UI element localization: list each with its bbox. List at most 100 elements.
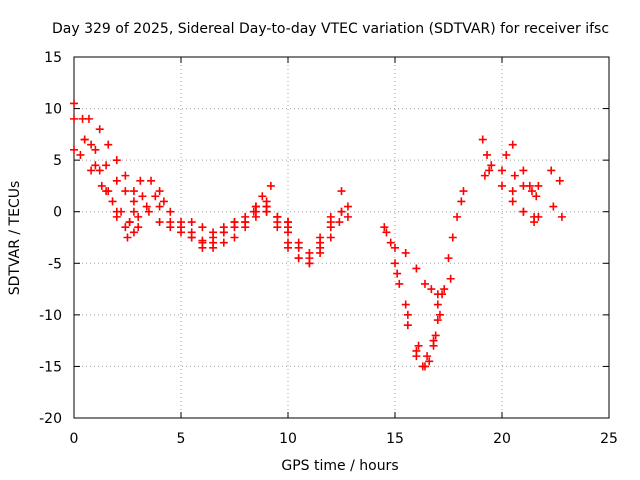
data-point xyxy=(335,218,344,227)
data-point xyxy=(433,290,442,299)
data-point xyxy=(155,187,164,196)
data-point xyxy=(557,212,566,221)
data-point xyxy=(102,187,111,196)
data-point xyxy=(294,238,303,247)
data-point xyxy=(95,166,104,175)
data-point xyxy=(129,187,138,196)
data-track-13 xyxy=(284,212,352,263)
data-point xyxy=(326,233,335,242)
data-point xyxy=(112,156,121,165)
y-tick-label: -15 xyxy=(39,359,62,375)
data-point xyxy=(91,161,100,170)
data-track-2 xyxy=(70,145,168,227)
data-point xyxy=(230,218,239,227)
data-point xyxy=(187,233,196,242)
data-point xyxy=(403,310,412,319)
data-point xyxy=(393,269,402,278)
data-point xyxy=(429,336,438,345)
data-point xyxy=(166,207,175,216)
data-point xyxy=(337,187,346,196)
data-point xyxy=(395,279,404,288)
data-point xyxy=(519,207,528,216)
data-point xyxy=(343,202,352,211)
data-point xyxy=(498,181,506,190)
data-track-4 xyxy=(80,135,138,206)
data-point xyxy=(444,254,453,263)
data-point xyxy=(337,207,346,216)
data-point xyxy=(166,223,175,232)
data-point xyxy=(527,187,536,196)
data-point xyxy=(97,181,106,190)
data-point xyxy=(510,171,519,180)
data-point xyxy=(519,166,528,175)
data-point xyxy=(241,218,250,227)
data-point xyxy=(316,248,325,257)
data-point xyxy=(480,171,489,180)
y-tick-label: 10 xyxy=(44,102,62,118)
y-tick-label: 0 xyxy=(53,205,62,221)
data-point xyxy=(284,243,292,252)
data-point xyxy=(273,212,282,221)
data-point xyxy=(386,238,395,247)
data-point xyxy=(262,202,271,211)
data-point xyxy=(147,176,156,185)
data-point xyxy=(134,223,143,232)
y-tick-label: -5 xyxy=(48,256,62,272)
data-track-17 xyxy=(391,243,455,299)
data-point xyxy=(198,223,207,232)
data-track-15 xyxy=(386,238,444,371)
grid-lines xyxy=(74,57,609,418)
data-point xyxy=(155,218,164,227)
data-track-3 xyxy=(84,114,145,196)
y-tick-label: 15 xyxy=(44,50,62,66)
data-point xyxy=(123,233,132,242)
data-point xyxy=(412,352,421,361)
data-point xyxy=(112,176,121,185)
y-tick-label: -20 xyxy=(39,411,62,427)
data-point xyxy=(534,181,543,190)
data-point xyxy=(508,140,517,149)
data-point xyxy=(391,243,399,252)
x-tick-label: 10 xyxy=(279,431,297,447)
data-point xyxy=(142,202,151,211)
data-point xyxy=(530,212,539,221)
data-point xyxy=(549,202,558,211)
data-point xyxy=(382,228,391,237)
data-point xyxy=(401,300,410,309)
data-point xyxy=(95,125,104,134)
data-track-18 xyxy=(444,187,468,263)
x-tick-label: 0 xyxy=(70,431,79,447)
data-point xyxy=(219,238,228,247)
data-point xyxy=(532,192,541,201)
data-point xyxy=(403,321,412,330)
data-point xyxy=(502,150,511,159)
data-point xyxy=(87,166,96,175)
data-point xyxy=(177,228,185,237)
x-tick-label: 5 xyxy=(177,431,186,447)
data-point xyxy=(401,248,410,257)
data-point xyxy=(121,223,130,232)
data-track-16 xyxy=(382,228,442,361)
x-tick-label: 25 xyxy=(600,431,618,447)
data-point xyxy=(326,218,335,227)
data-point xyxy=(380,223,389,232)
data-track-11 xyxy=(273,202,352,257)
data-point xyxy=(129,228,138,237)
data-point xyxy=(427,285,436,294)
data-point xyxy=(187,218,196,227)
data-point xyxy=(459,187,468,196)
y-tick-label: -10 xyxy=(39,308,62,324)
data-point xyxy=(440,285,449,294)
data-point xyxy=(258,192,267,201)
data-track-25 xyxy=(547,166,564,185)
data-track-26 xyxy=(549,202,566,221)
data-point xyxy=(129,207,138,216)
data-point xyxy=(136,176,145,185)
data-point xyxy=(414,341,423,350)
data-track-24 xyxy=(502,150,543,196)
data-track-8 xyxy=(187,218,239,237)
data-point xyxy=(102,161,111,170)
data-point xyxy=(478,135,487,144)
axis-ticks: 0 5 10 15 20 25 15 10 5 0 -5 -10 -15 -20 xyxy=(39,50,618,447)
data-point xyxy=(284,218,292,227)
